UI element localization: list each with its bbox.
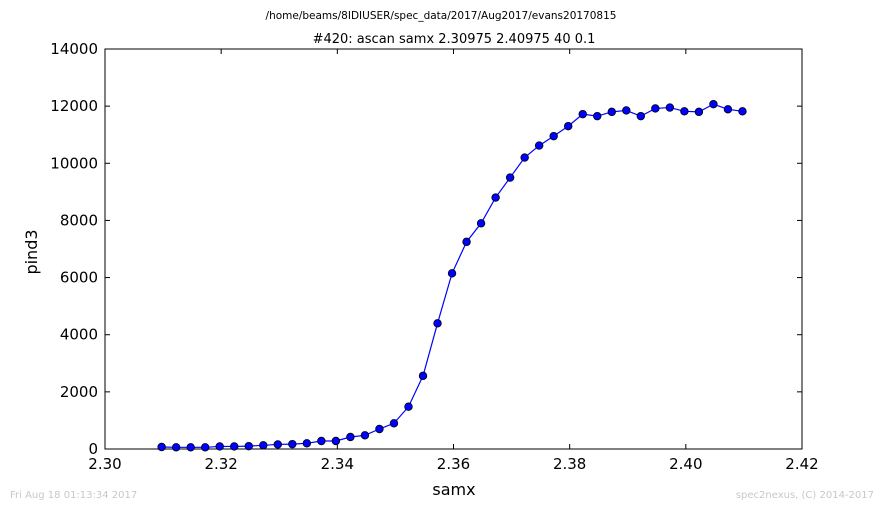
x-tick-label: 2.32 bbox=[204, 455, 237, 473]
y-tick-label: 6000 bbox=[60, 269, 98, 287]
data-point bbox=[186, 443, 195, 452]
x-tick-label: 2.36 bbox=[437, 455, 470, 473]
data-point bbox=[651, 104, 660, 113]
data-point bbox=[273, 440, 282, 449]
data-point bbox=[462, 237, 471, 247]
y-axis: 0 2000 4000 6000 8000 10000 12000 14000 bbox=[50, 40, 802, 458]
data-point bbox=[636, 111, 646, 121]
series-points bbox=[157, 99, 747, 452]
data-point bbox=[520, 153, 529, 162]
y-axis-label: pind3 bbox=[22, 229, 41, 274]
data-point bbox=[360, 431, 370, 440]
x-tick-label: 2.38 bbox=[553, 455, 586, 473]
data-point bbox=[200, 443, 210, 452]
data-point bbox=[346, 432, 355, 442]
data-point bbox=[215, 442, 224, 451]
chart-title: #420: ascan samx 2.30975 2.40975 40 0.1 bbox=[313, 32, 596, 47]
data-point bbox=[259, 441, 268, 450]
data-point bbox=[288, 439, 297, 449]
x-axis: 2.30 2.32 2.34 2.36 2.38 2.40 2.42 bbox=[88, 49, 819, 473]
y-tick-label: 2000 bbox=[60, 383, 98, 401]
data-point bbox=[171, 443, 181, 452]
data-point bbox=[317, 436, 326, 446]
data-point bbox=[230, 442, 239, 451]
data-point bbox=[738, 107, 747, 116]
data-point bbox=[534, 141, 544, 150]
data-point bbox=[709, 99, 718, 109]
data-point bbox=[607, 107, 616, 117]
y-tick-label: 14000 bbox=[50, 40, 98, 58]
x-tick-label: 2.42 bbox=[785, 455, 818, 473]
footer-credit: spec2nexus, (C) 2014-2017 bbox=[736, 490, 874, 501]
data-point bbox=[578, 109, 587, 119]
data-point bbox=[302, 439, 312, 448]
y-tick-label: 0 bbox=[88, 440, 98, 458]
data-point bbox=[404, 402, 413, 411]
y-tick-label: 10000 bbox=[50, 154, 98, 172]
data-point bbox=[157, 442, 166, 452]
x-tick-label: 2.30 bbox=[88, 455, 121, 473]
x-axis-label: samx bbox=[432, 480, 475, 499]
footer-timestamp: Fri Aug 18 01:13:34 2017 bbox=[10, 490, 137, 501]
data-point bbox=[723, 105, 733, 114]
file-path-header: /home/beams/8IDIUSER/spec_data/2017/Aug2… bbox=[266, 10, 617, 22]
data-point bbox=[476, 219, 486, 228]
data-point bbox=[593, 111, 602, 121]
data-point bbox=[564, 121, 573, 131]
data-point bbox=[622, 106, 631, 115]
data-point bbox=[389, 419, 399, 428]
data-point bbox=[665, 103, 675, 112]
data-point bbox=[549, 131, 558, 141]
data-point bbox=[433, 319, 442, 328]
y-tick-label: 12000 bbox=[50, 97, 98, 115]
x-tick-label: 2.34 bbox=[321, 455, 354, 473]
data-point bbox=[418, 371, 428, 381]
x-tick-label: 2.40 bbox=[669, 455, 702, 473]
data-point bbox=[491, 193, 500, 202]
data-point bbox=[680, 107, 689, 116]
y-tick-label: 4000 bbox=[60, 326, 98, 344]
data-point bbox=[505, 173, 515, 182]
plot-area bbox=[104, 48, 803, 450]
y-tick-label: 8000 bbox=[60, 211, 98, 229]
data-point bbox=[694, 107, 704, 117]
data-point bbox=[331, 436, 341, 446]
data-point bbox=[375, 424, 384, 434]
data-point bbox=[244, 441, 253, 451]
data-point bbox=[447, 269, 457, 278]
